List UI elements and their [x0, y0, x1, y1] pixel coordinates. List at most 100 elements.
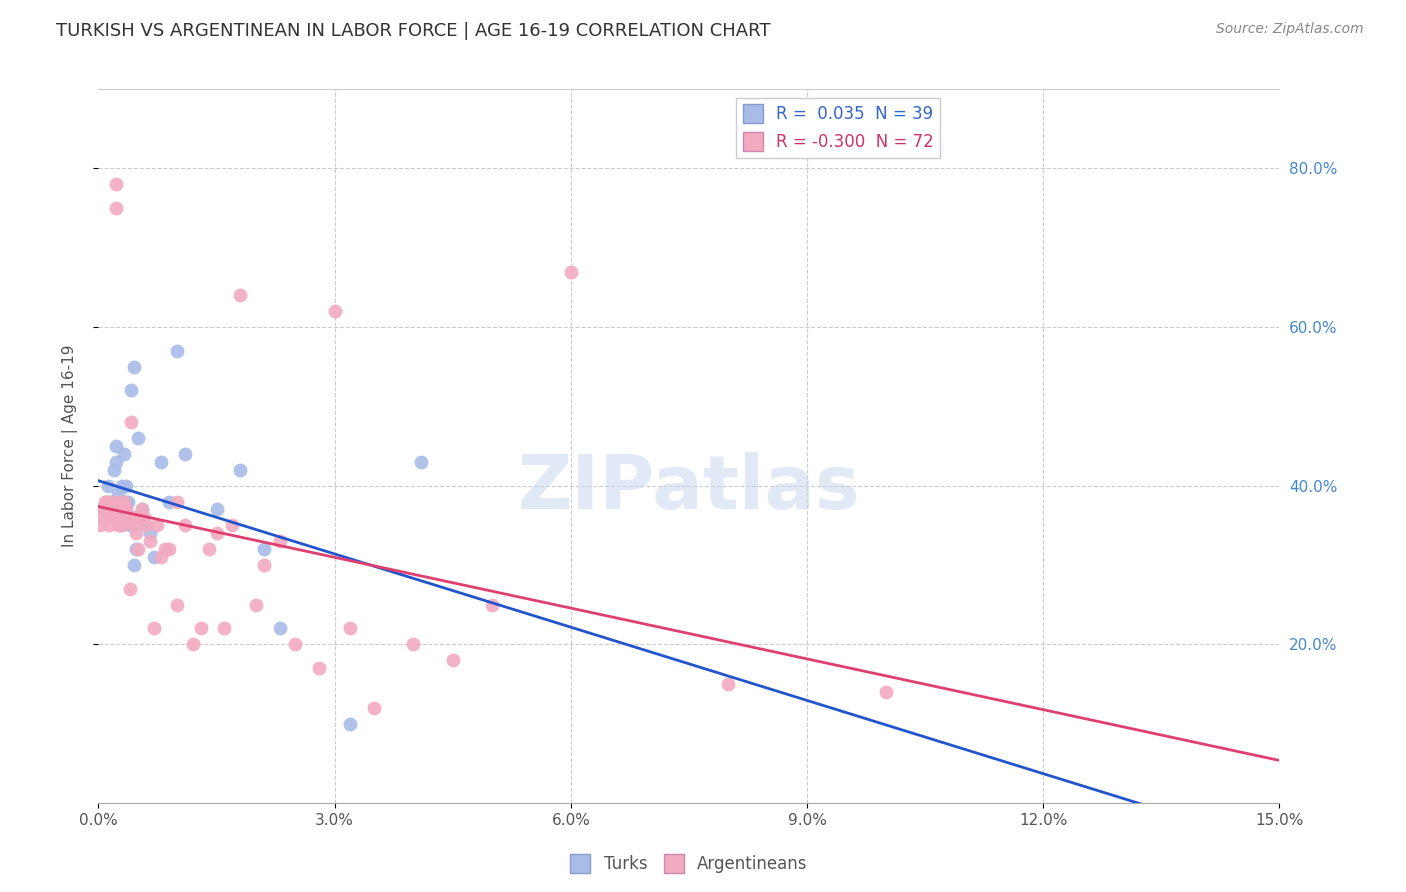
Point [104, 178, 127, 192]
Point [875, 685, 897, 699]
Point [107, 486, 129, 500]
Point [118, 510, 141, 524]
Point [125, 542, 148, 557]
Point [104, 201, 127, 215]
Point [253, 542, 276, 557]
Point [174, 518, 197, 533]
Point [118, 582, 141, 596]
Point [105, 510, 128, 524]
Point [117, 510, 139, 524]
Point [97, 478, 120, 492]
Text: TURKISH VS ARGENTINEAN IN LABOR FORCE | AGE 16-19 CORRELATION CHART: TURKISH VS ARGENTINEAN IN LABOR FORCE | … [56, 22, 770, 40]
Point [253, 558, 276, 572]
Point [89, 518, 111, 533]
Point [98, 494, 121, 508]
Point [150, 455, 173, 469]
Point [115, 502, 138, 516]
Point [122, 558, 145, 572]
Point [205, 502, 228, 516]
Point [166, 494, 188, 508]
Point [110, 502, 132, 516]
Point [481, 598, 503, 612]
Point [111, 518, 134, 533]
Point [174, 447, 197, 461]
Point [110, 518, 132, 533]
Point [96, 502, 118, 516]
Text: ZIPatlas: ZIPatlas [517, 452, 860, 525]
Point [229, 463, 252, 477]
Point [146, 518, 169, 533]
Point [339, 716, 361, 731]
Point [284, 637, 307, 651]
Point [115, 494, 138, 508]
Point [111, 510, 134, 524]
Point [125, 526, 148, 541]
Point [97, 518, 120, 533]
Point [221, 518, 243, 533]
Point [402, 637, 425, 651]
Point [135, 518, 157, 533]
Point [101, 502, 124, 516]
Point [103, 502, 125, 516]
Point [269, 534, 291, 549]
Point [108, 510, 131, 524]
Point [107, 518, 129, 533]
Point [117, 510, 139, 524]
Text: Source: ZipAtlas.com: Source: ZipAtlas.com [1216, 22, 1364, 37]
Point [101, 494, 124, 508]
Point [93, 494, 115, 508]
Point [111, 510, 134, 524]
Point [107, 502, 129, 516]
Point [339, 621, 361, 635]
Point [150, 549, 173, 564]
Point [131, 502, 153, 516]
Point [104, 439, 127, 453]
Point [97, 502, 120, 516]
Point [166, 343, 188, 358]
Point [560, 264, 582, 278]
Point [155, 542, 177, 557]
Point [103, 463, 125, 477]
Point [121, 384, 143, 398]
Point [245, 598, 267, 612]
Legend: Turks, Argentineans: Turks, Argentineans [564, 847, 814, 880]
Point [112, 502, 135, 516]
Point [91, 502, 114, 516]
Point [717, 677, 740, 691]
Point [115, 478, 138, 492]
Point [101, 502, 124, 516]
Y-axis label: In Labor Force | Age 16-19: In Labor Force | Age 16-19 [62, 344, 77, 548]
Point [112, 494, 135, 508]
Point [308, 661, 330, 675]
Point [112, 447, 135, 461]
Point [197, 542, 219, 557]
Point [127, 431, 149, 445]
Point [122, 359, 145, 374]
Point [115, 510, 138, 524]
Point [135, 518, 157, 533]
Point [121, 415, 143, 429]
Point [118, 518, 141, 533]
Point [97, 494, 120, 508]
Point [98, 510, 121, 524]
Point [96, 494, 118, 508]
Point [142, 621, 165, 635]
Point [91, 510, 114, 524]
Point [166, 598, 188, 612]
Point [181, 637, 204, 651]
Point [205, 526, 228, 541]
Point [138, 534, 160, 549]
Point [229, 288, 252, 302]
Point [111, 478, 134, 492]
Point [101, 510, 124, 524]
Point [214, 621, 236, 635]
Point [132, 510, 155, 524]
Point [127, 542, 149, 557]
Point [122, 518, 145, 533]
Point [138, 526, 160, 541]
Point [93, 502, 115, 516]
Point [98, 502, 121, 516]
Point [125, 510, 148, 524]
Point [107, 494, 129, 508]
Point [142, 549, 165, 564]
